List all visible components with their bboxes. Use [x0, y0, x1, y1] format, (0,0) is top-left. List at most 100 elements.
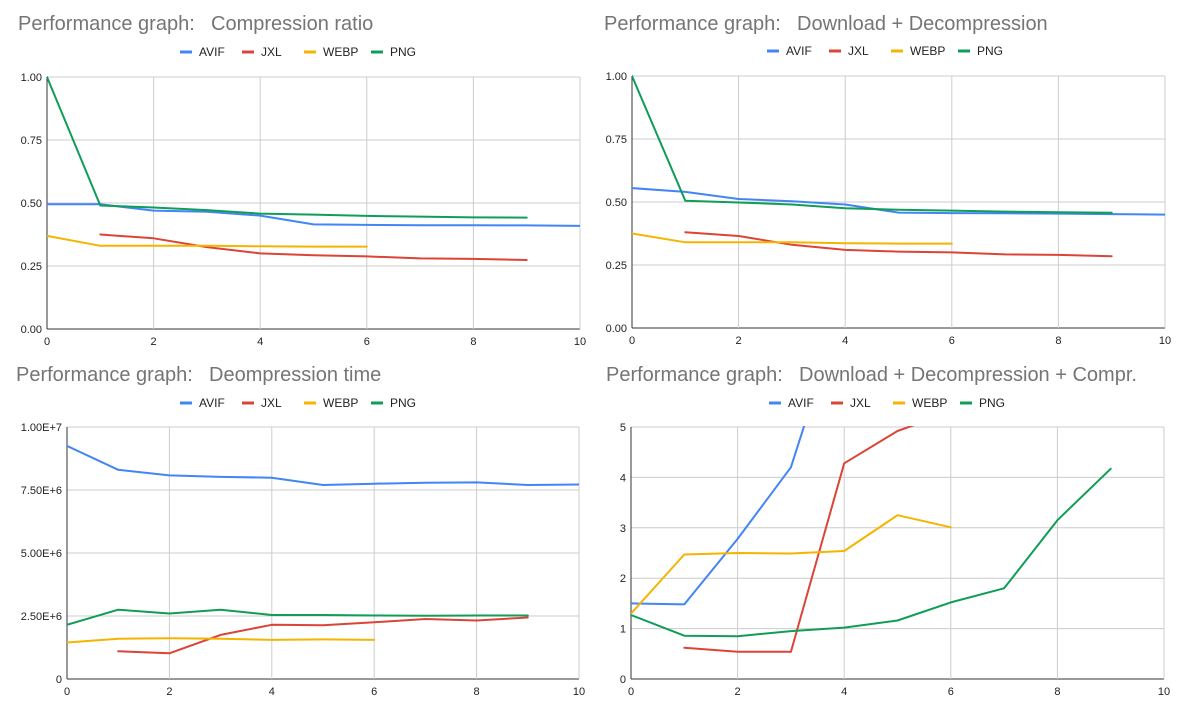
series-line-avif — [632, 187, 1165, 216]
chart-svg: Performance graph: Download + Decompress… — [604, 13, 1171, 347]
chart-title: Performance graph: — [18, 13, 195, 35]
series-line-jxl — [99, 233, 528, 261]
y-tick-label: 0.25 — [606, 260, 627, 272]
legend-label: AVIF — [199, 45, 225, 59]
legend-item-png[interactable]: PNG — [371, 396, 416, 410]
chart-title: Performance graph: — [604, 13, 781, 35]
legend-label: AVIF — [788, 396, 814, 410]
y-tick-label: 1.00E+7 — [21, 422, 62, 434]
series-line-jxl — [683, 426, 915, 653]
series-line-avif — [47, 203, 580, 227]
x-tick-label: 4 — [842, 335, 848, 347]
series-line-png — [631, 467, 1112, 638]
legend-label: AVIF — [786, 44, 812, 58]
legend-label: PNG — [977, 44, 1003, 58]
x-tick-label: 2 — [736, 335, 742, 347]
x-tick-label: 0 — [64, 686, 70, 698]
series-line-png — [47, 76, 528, 219]
legend-item-png[interactable]: PNG — [960, 396, 1005, 410]
x-tick-label: 10 — [1158, 686, 1170, 698]
legend-item-avif[interactable]: AVIF — [769, 396, 814, 410]
legend-item-avif[interactable]: AVIF — [767, 44, 812, 58]
y-tick-label: 5 — [620, 422, 626, 434]
x-tick-label: 4 — [257, 336, 263, 348]
chart-subtitle: Compression ratio — [211, 13, 373, 35]
legend-item-jxl[interactable]: JXL — [829, 44, 869, 58]
legend-label: AVIF — [199, 396, 225, 410]
legend-label: JXL — [261, 45, 282, 59]
legend-item-avif[interactable]: AVIF — [180, 396, 225, 410]
y-tick-label: 0 — [620, 674, 626, 686]
legend-item-webp[interactable]: WEBP — [304, 396, 358, 410]
y-tick-label: 1 — [620, 624, 626, 636]
series-line-webp — [632, 232, 953, 245]
series-line-avif — [631, 426, 806, 606]
y-tick-label: 0.00 — [21, 324, 42, 336]
series-line-png — [67, 608, 529, 626]
legend-label: WEBP — [323, 45, 358, 59]
x-tick-label: 0 — [44, 336, 50, 348]
chart-svg: Performance graph: Download + Decompress… — [606, 364, 1170, 698]
x-tick-label: 8 — [1054, 686, 1060, 698]
legend-item-webp[interactable]: WEBP — [893, 396, 947, 410]
y-tick-label: 2 — [620, 573, 626, 585]
series-line-jxl — [117, 616, 529, 655]
legend-item-jxl[interactable]: JXL — [831, 396, 871, 410]
chart-panel-download-decompression-compr: Performance graph: Download + Decompress… — [586, 356, 1200, 711]
series-line-jxl — [684, 231, 1113, 258]
y-tick-label: 0.00 — [606, 323, 627, 335]
chart-svg: Performance graph: Deompression time AVI… — [16, 364, 585, 698]
y-tick-label: 7.50E+6 — [21, 485, 62, 497]
chart-panel-compression-ratio: Performance graph: Compression ratio AVI… — [0, 0, 600, 355]
x-tick-label: 0 — [629, 335, 635, 347]
y-tick-label: 2.50E+6 — [21, 611, 62, 623]
legend-item-webp[interactable]: WEBP — [891, 44, 945, 58]
x-tick-label: 8 — [474, 686, 480, 698]
legend-label: WEBP — [912, 396, 947, 410]
legend-item-jxl[interactable]: JXL — [242, 396, 282, 410]
legend-label: JXL — [850, 396, 871, 410]
chart-title: Performance graph: — [606, 364, 783, 386]
series-line-webp — [67, 637, 376, 644]
legend-item-png[interactable]: PNG — [371, 45, 416, 59]
series-line-avif — [67, 444, 579, 486]
chart-subtitle: Download + Decompression + Compr. — [799, 364, 1137, 386]
legend-label: WEBP — [323, 396, 358, 410]
x-tick-label: 2 — [166, 686, 172, 698]
legend-label: PNG — [979, 396, 1005, 410]
legend-item-jxl[interactable]: JXL — [242, 45, 282, 59]
legend-item-png[interactable]: PNG — [958, 44, 1003, 58]
legend-item-avif[interactable]: AVIF — [180, 45, 225, 59]
x-tick-label: 2 — [151, 336, 157, 348]
chart-subtitle: Download + Decompression — [797, 13, 1048, 35]
legend-item-webp[interactable]: WEBP — [304, 45, 358, 59]
series-line-png — [632, 75, 1113, 214]
chart-panel-decompression-time: Performance graph: Deompression time AVI… — [0, 356, 600, 711]
y-tick-label: 0.50 — [606, 197, 627, 209]
y-tick-label: 3 — [620, 523, 626, 535]
chart-svg: Performance graph: Compression ratio AVI… — [18, 13, 586, 348]
y-tick-label: 1.00 — [606, 71, 627, 83]
legend-label: JXL — [848, 44, 869, 58]
legend-label: WEBP — [910, 44, 945, 58]
chart-panel-download-decompression: Performance graph: Download + Decompress… — [586, 0, 1200, 355]
x-tick-label: 0 — [628, 686, 634, 698]
x-tick-label: 8 — [1055, 335, 1061, 347]
x-tick-label: 6 — [364, 336, 370, 348]
y-tick-label: 5.00E+6 — [21, 548, 62, 560]
y-tick-label: 0.75 — [21, 135, 42, 147]
y-tick-label: 0.75 — [606, 134, 627, 146]
y-tick-label: 1.00 — [21, 72, 42, 84]
y-tick-label: 0 — [56, 674, 62, 686]
series-line-webp — [47, 234, 368, 248]
x-tick-label: 10 — [1159, 335, 1171, 347]
chart-title: Performance graph: — [16, 364, 193, 386]
x-tick-label: 2 — [735, 686, 741, 698]
y-tick-label: 0.25 — [21, 261, 42, 273]
x-tick-label: 4 — [841, 686, 847, 698]
legend-label: PNG — [390, 45, 416, 59]
x-tick-label: 4 — [269, 686, 275, 698]
x-tick-label: 8 — [470, 336, 476, 348]
y-tick-label: 4 — [620, 472, 626, 484]
x-tick-label: 10 — [574, 336, 586, 348]
